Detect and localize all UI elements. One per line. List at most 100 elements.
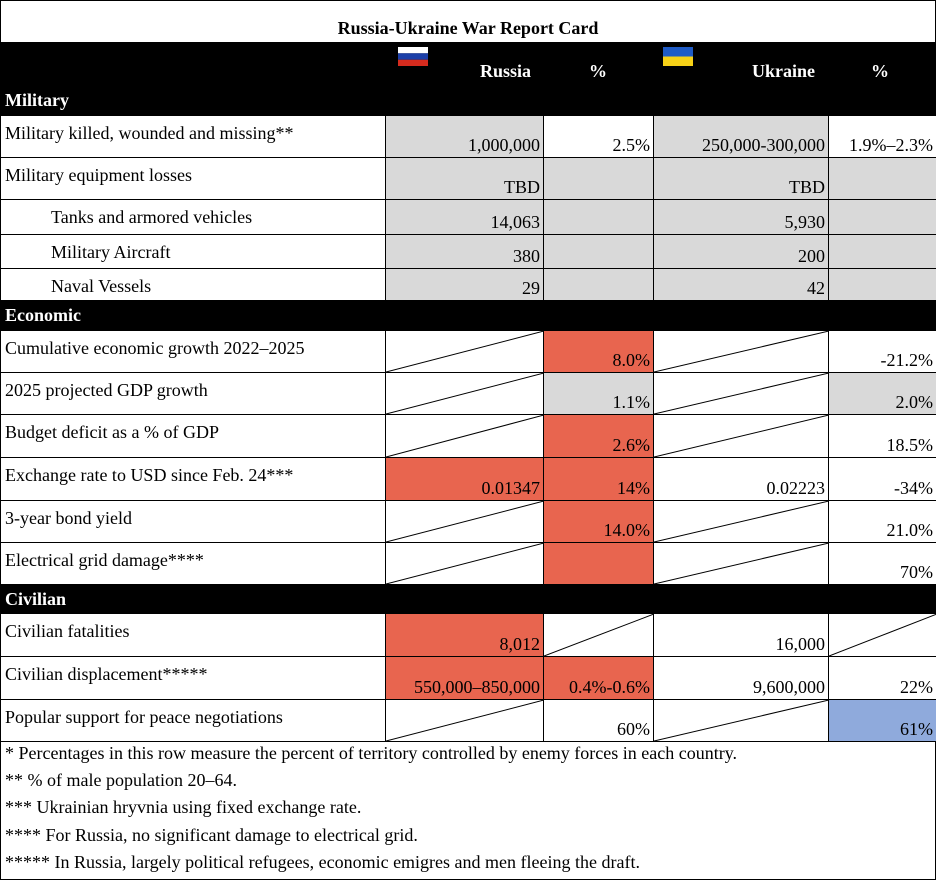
value-cell bbox=[653, 542, 829, 585]
header-row bbox=[0, 42, 936, 85]
slash bbox=[386, 501, 544, 543]
cell-value: -21.2% bbox=[880, 350, 934, 370]
section-title: Military bbox=[5, 90, 69, 110]
ukraine-pct-header: % bbox=[871, 61, 889, 81]
value-cell bbox=[543, 656, 654, 700]
note: *** Ukrainian hryvnia using fixed exchan… bbox=[5, 797, 362, 818]
cell-value: 5,930 bbox=[784, 212, 826, 232]
cell-value: 0.01347 bbox=[481, 478, 541, 498]
row-label: Budget deficit as a % of GDP bbox=[5, 422, 219, 442]
value-cell bbox=[828, 613, 936, 657]
cell-value: 8,012 bbox=[499, 634, 541, 654]
row-label: 2025 projected GDP growth bbox=[5, 380, 208, 400]
value-cell bbox=[653, 500, 829, 543]
section-title: Civilian bbox=[5, 589, 67, 609]
ukraine-header: Ukraine bbox=[752, 61, 815, 81]
row-label: Military killed, wounded and missing** bbox=[5, 123, 294, 143]
cell-value: 1.9%–2.3% bbox=[849, 135, 933, 155]
value-cell bbox=[653, 699, 829, 742]
value-cell bbox=[653, 330, 829, 373]
cell-value: 21.0% bbox=[886, 520, 934, 540]
cell-value: 0.4%-0.6% bbox=[569, 677, 650, 697]
note: **** For Russia, no significant damage t… bbox=[5, 824, 418, 845]
section-header bbox=[0, 300, 936, 331]
russia-pct-header: % bbox=[589, 61, 607, 81]
value-cell bbox=[385, 500, 544, 543]
row-label: Electrical grid damage**** bbox=[5, 550, 204, 570]
value-cell bbox=[653, 372, 829, 415]
cell-value: 14% bbox=[617, 478, 650, 498]
slash bbox=[386, 415, 544, 458]
cell-value: 16,000 bbox=[775, 634, 826, 654]
slash bbox=[654, 415, 829, 458]
value-cell bbox=[385, 115, 544, 158]
value-cell bbox=[543, 330, 654, 373]
row-label: Military Aircraft bbox=[51, 242, 171, 262]
value-cell bbox=[828, 234, 936, 269]
cell-value: 70% bbox=[900, 562, 933, 582]
cell-value: 380 bbox=[513, 246, 540, 266]
slash bbox=[654, 331, 829, 373]
section-header bbox=[0, 85, 936, 116]
cell-value: 2.6% bbox=[612, 435, 651, 455]
slash bbox=[386, 700, 544, 742]
value-cell bbox=[385, 414, 544, 458]
slash bbox=[654, 373, 829, 415]
value-cell bbox=[385, 613, 544, 657]
value-cell bbox=[543, 457, 654, 501]
row-label: Cumulative economic growth 2022–2025 bbox=[5, 338, 305, 358]
value-cell bbox=[828, 699, 936, 742]
cell-value: 8.0% bbox=[612, 350, 651, 370]
cell-value: 29 bbox=[522, 278, 540, 298]
value-cell bbox=[543, 234, 654, 269]
value-cell bbox=[385, 457, 544, 501]
row-label: Popular support for peace negotiations bbox=[5, 707, 283, 727]
row-label: 3-year bond yield bbox=[5, 508, 132, 528]
value-cell bbox=[828, 268, 936, 301]
cell-value: -34% bbox=[894, 478, 933, 498]
row-label: Civilian displacement***** bbox=[5, 664, 208, 684]
section-header bbox=[0, 584, 936, 614]
row-label: Naval Vessels bbox=[51, 276, 152, 296]
title: Russia-Ukraine War Report Card bbox=[337, 18, 599, 38]
cell-value: 14,063 bbox=[490, 212, 541, 232]
russia-header: Russia bbox=[480, 61, 532, 81]
cell-value: 2.0% bbox=[895, 392, 934, 412]
note: ** % of male population 20–64. bbox=[5, 770, 237, 791]
cell-value: TBD bbox=[789, 177, 825, 197]
row-label: Exchange rate to USD since Feb. 24*** bbox=[5, 465, 294, 485]
slash bbox=[544, 614, 654, 657]
cell-value: 60% bbox=[617, 719, 650, 739]
value-cell bbox=[385, 268, 544, 301]
value-cell bbox=[543, 268, 654, 301]
cell-value: 200 bbox=[798, 246, 825, 266]
slash bbox=[386, 543, 544, 585]
slash bbox=[654, 501, 829, 543]
note: ***** In Russia, largely political refug… bbox=[5, 851, 640, 872]
cell-value: 22% bbox=[900, 677, 933, 697]
value-cell bbox=[828, 157, 936, 200]
value-cell bbox=[653, 157, 829, 200]
value-cell bbox=[385, 656, 544, 700]
russia-flag bbox=[398, 47, 428, 66]
value-cell bbox=[385, 199, 544, 235]
value-cell bbox=[653, 414, 829, 458]
value-cell bbox=[543, 542, 654, 585]
title-cell: Russia-Ukraine War Report Card bbox=[0, 0, 936, 43]
cell-value: 9,600,000 bbox=[753, 677, 825, 697]
value-cell bbox=[385, 699, 544, 742]
note: * Percentages in this row measure the pe… bbox=[5, 743, 738, 763]
value-cell bbox=[543, 414, 654, 458]
value-cell bbox=[385, 542, 544, 585]
cell-value: 1.1% bbox=[612, 392, 651, 412]
row-label: Civilian fatalities bbox=[5, 621, 130, 641]
cell-value: 0.02223 bbox=[766, 478, 826, 498]
value-cell bbox=[828, 199, 936, 235]
slash bbox=[386, 373, 544, 415]
slash bbox=[654, 700, 829, 742]
section-title: Economic bbox=[5, 305, 81, 325]
cell-value: 14.0% bbox=[603, 520, 651, 540]
cell-value: 550,000–850,000 bbox=[414, 677, 540, 697]
cell-value: 18.5% bbox=[886, 435, 934, 455]
